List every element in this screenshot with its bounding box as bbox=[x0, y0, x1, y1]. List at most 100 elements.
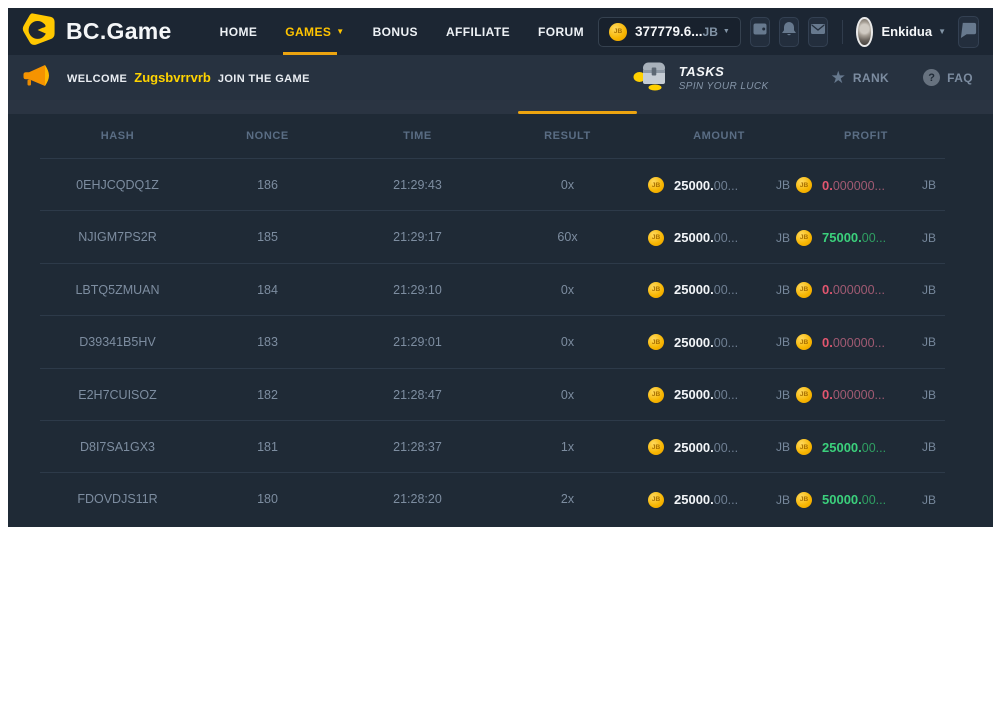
profit-cell: JB 50000.00... JB bbox=[796, 473, 936, 525]
table-row[interactable]: FDOVDJS11R 180 21:28:20 2x JB 25000.00..… bbox=[8, 473, 993, 525]
time-cell: 21:28:47 bbox=[393, 387, 442, 402]
welcome-bar: WELCOME Zugsbvrrvrb JOIN THE GAME TASKS … bbox=[8, 55, 993, 100]
currency-unit: JB bbox=[775, 492, 790, 507]
main-nav: HOME GAMES ▼ BONUS AFFILIATE FORUM bbox=[206, 8, 598, 55]
nav-item-bonus[interactable]: BONUS bbox=[372, 24, 418, 39]
hash-cell: D39341B5HV bbox=[79, 335, 156, 350]
jb-coin-icon: JB bbox=[648, 229, 664, 246]
column-header-hash: HASH bbox=[100, 130, 135, 142]
jb-coin-icon: JB bbox=[648, 386, 664, 403]
chevron-down-icon: ▼ bbox=[938, 27, 946, 36]
currency-unit: JB bbox=[775, 387, 790, 402]
column-header-nonce: NONCE bbox=[246, 130, 289, 142]
username[interactable]: Enkidua bbox=[881, 24, 933, 39]
wallet-icon bbox=[751, 20, 769, 43]
jb-coin-icon: JB bbox=[648, 491, 664, 508]
result-cell: 0x bbox=[560, 282, 575, 297]
active-tab-indicator bbox=[518, 111, 637, 114]
tasks-subtitle: SPIN YOUR LUCK bbox=[678, 80, 769, 92]
nonce-cell: 185 bbox=[257, 230, 278, 245]
profit-cell: JB 75000.00... JB bbox=[796, 211, 936, 263]
nav-item-affiliate[interactable]: AFFILIATE bbox=[445, 24, 510, 39]
jb-coin-icon: JB bbox=[648, 281, 664, 298]
nonce-cell: 186 bbox=[257, 178, 278, 192]
currency-unit: JB bbox=[921, 387, 936, 402]
chevron-down-icon: ▼ bbox=[336, 27, 345, 36]
welcome-suffix: JOIN THE GAME bbox=[217, 73, 310, 85]
table-row[interactable]: LBTQ5ZMUAN 184 21:29:10 0x JB 25000.00..… bbox=[8, 264, 993, 317]
currency-unit: JB bbox=[921, 230, 936, 245]
bc-game-logo-icon bbox=[22, 12, 56, 51]
nonce-cell: 180 bbox=[257, 492, 278, 507]
time-cell: 21:29:01 bbox=[393, 335, 442, 350]
profit-cell: JB 0.000000... JB bbox=[796, 316, 936, 368]
amount-cell: JB 25000.00... JB bbox=[648, 159, 790, 211]
currency-unit: JB bbox=[775, 230, 790, 245]
profit-cell: JB 25000.00... JB bbox=[796, 421, 936, 473]
bc-game-app: BC.Game HOME GAMES ▼ BONUS AFFILIATE FOR… bbox=[8, 8, 993, 527]
amount-cell: JB 25000.00... JB bbox=[648, 369, 790, 421]
star-icon: ★ bbox=[830, 68, 846, 87]
time-cell: 21:28:20 bbox=[393, 492, 442, 507]
time-cell: 21:29:43 bbox=[393, 178, 442, 192]
amount-cell: JB 25000.00... JB bbox=[648, 211, 790, 263]
table-row[interactable]: E2H7CUISOZ 182 21:28:47 0x JB 25000.00..… bbox=[8, 369, 993, 422]
table-row[interactable]: D8I7SA1GX3 181 21:28:37 1x JB 25000.00..… bbox=[8, 421, 993, 474]
hash-cell: FDOVDJS11R bbox=[77, 492, 158, 507]
result-cell: 0x bbox=[560, 335, 575, 350]
jb-coin-icon: JB bbox=[796, 177, 812, 194]
result-cell: 60x bbox=[557, 230, 578, 245]
nonce-cell: 184 bbox=[257, 282, 278, 297]
wallet-button[interactable] bbox=[749, 16, 770, 47]
amount-cell: JB 25000.00... JB bbox=[648, 421, 790, 473]
amount-cell: JB 25000.00... JB bbox=[648, 316, 790, 368]
table-row[interactable]: NJIGM7PS2R 185 21:29:17 60x JB 25000.00.… bbox=[8, 211, 993, 265]
nav-item-games[interactable]: GAMES ▼ bbox=[271, 8, 358, 55]
table-header-row: HASH NONCE TIME RESULT AMOUNT PROFIT bbox=[8, 114, 993, 159]
column-header-amount: AMOUNT bbox=[693, 130, 745, 142]
chevron-down-icon: ▼ bbox=[722, 28, 730, 35]
bets-table-card: HASH NONCE TIME RESULT AMOUNT PROFIT 0EH… bbox=[8, 114, 993, 527]
messages-button[interactable] bbox=[807, 16, 828, 47]
nonce-cell: 181 bbox=[257, 439, 278, 454]
currency-unit: JB bbox=[775, 440, 790, 455]
nav-item-home[interactable]: HOME bbox=[219, 24, 258, 39]
jb-coin-icon: JB bbox=[796, 491, 812, 508]
jb-coin-icon: JB bbox=[648, 334, 664, 351]
tasks-promo[interactable]: TASKS SPIN YOUR LUCK bbox=[633, 60, 769, 96]
content-area: HASH NONCE TIME RESULT AMOUNT PROFIT 0EH… bbox=[8, 100, 993, 527]
balance-value: 377779.6... bbox=[634, 24, 703, 39]
table-row[interactable]: 0EHJCQDQ1Z 186 21:29:43 0x JB 25000.00..… bbox=[8, 159, 993, 212]
jb-coin-icon: JB bbox=[648, 177, 664, 194]
column-header-time: TIME bbox=[403, 130, 432, 142]
currency-unit: JB bbox=[921, 440, 936, 455]
table-row[interactable]: D39341B5HV 183 21:29:01 0x JB 25000.00..… bbox=[8, 316, 993, 369]
amount-cell: JB 25000.00... JB bbox=[648, 264, 790, 316]
balance-selector[interactable]: JB 377779.6... JB ▼ bbox=[597, 16, 741, 47]
hash-cell: LBTQ5ZMUAN bbox=[75, 282, 160, 297]
chat-button[interactable] bbox=[958, 15, 979, 48]
rank-link[interactable]: ★ RANK bbox=[831, 69, 890, 86]
faq-link[interactable]: ? FAQ bbox=[923, 69, 973, 86]
currency-unit: JB bbox=[775, 178, 790, 193]
currency-unit: JB bbox=[921, 178, 936, 193]
nav-item-forum[interactable]: FORUM bbox=[537, 24, 584, 39]
tasks-title: TASKS bbox=[678, 63, 725, 79]
hash-cell: D8I7SA1GX3 bbox=[79, 439, 156, 454]
bc-game-logo[interactable]: BC.Game bbox=[22, 12, 172, 51]
bell-icon bbox=[780, 20, 798, 43]
jb-coin-icon: JB bbox=[796, 334, 812, 351]
time-cell: 21:29:10 bbox=[393, 282, 442, 297]
profit-cell: JB 0.000000... JB bbox=[796, 159, 936, 211]
jb-coin-icon: JB bbox=[796, 439, 812, 456]
profit-cell: JB 0.000000... JB bbox=[796, 369, 936, 421]
notifications-button[interactable] bbox=[778, 16, 799, 47]
avatar[interactable] bbox=[856, 16, 873, 47]
table-tabstrip bbox=[8, 100, 993, 114]
welcome-message: WELCOME Zugsbvrrvrb JOIN THE GAME bbox=[67, 70, 310, 85]
column-header-profit: PROFIT bbox=[844, 130, 888, 142]
treasure-chest-icon bbox=[633, 60, 671, 96]
result-cell: 1x bbox=[560, 439, 575, 454]
jb-coin-icon: JB bbox=[796, 281, 812, 298]
brand-name: BC.Game bbox=[66, 18, 172, 44]
